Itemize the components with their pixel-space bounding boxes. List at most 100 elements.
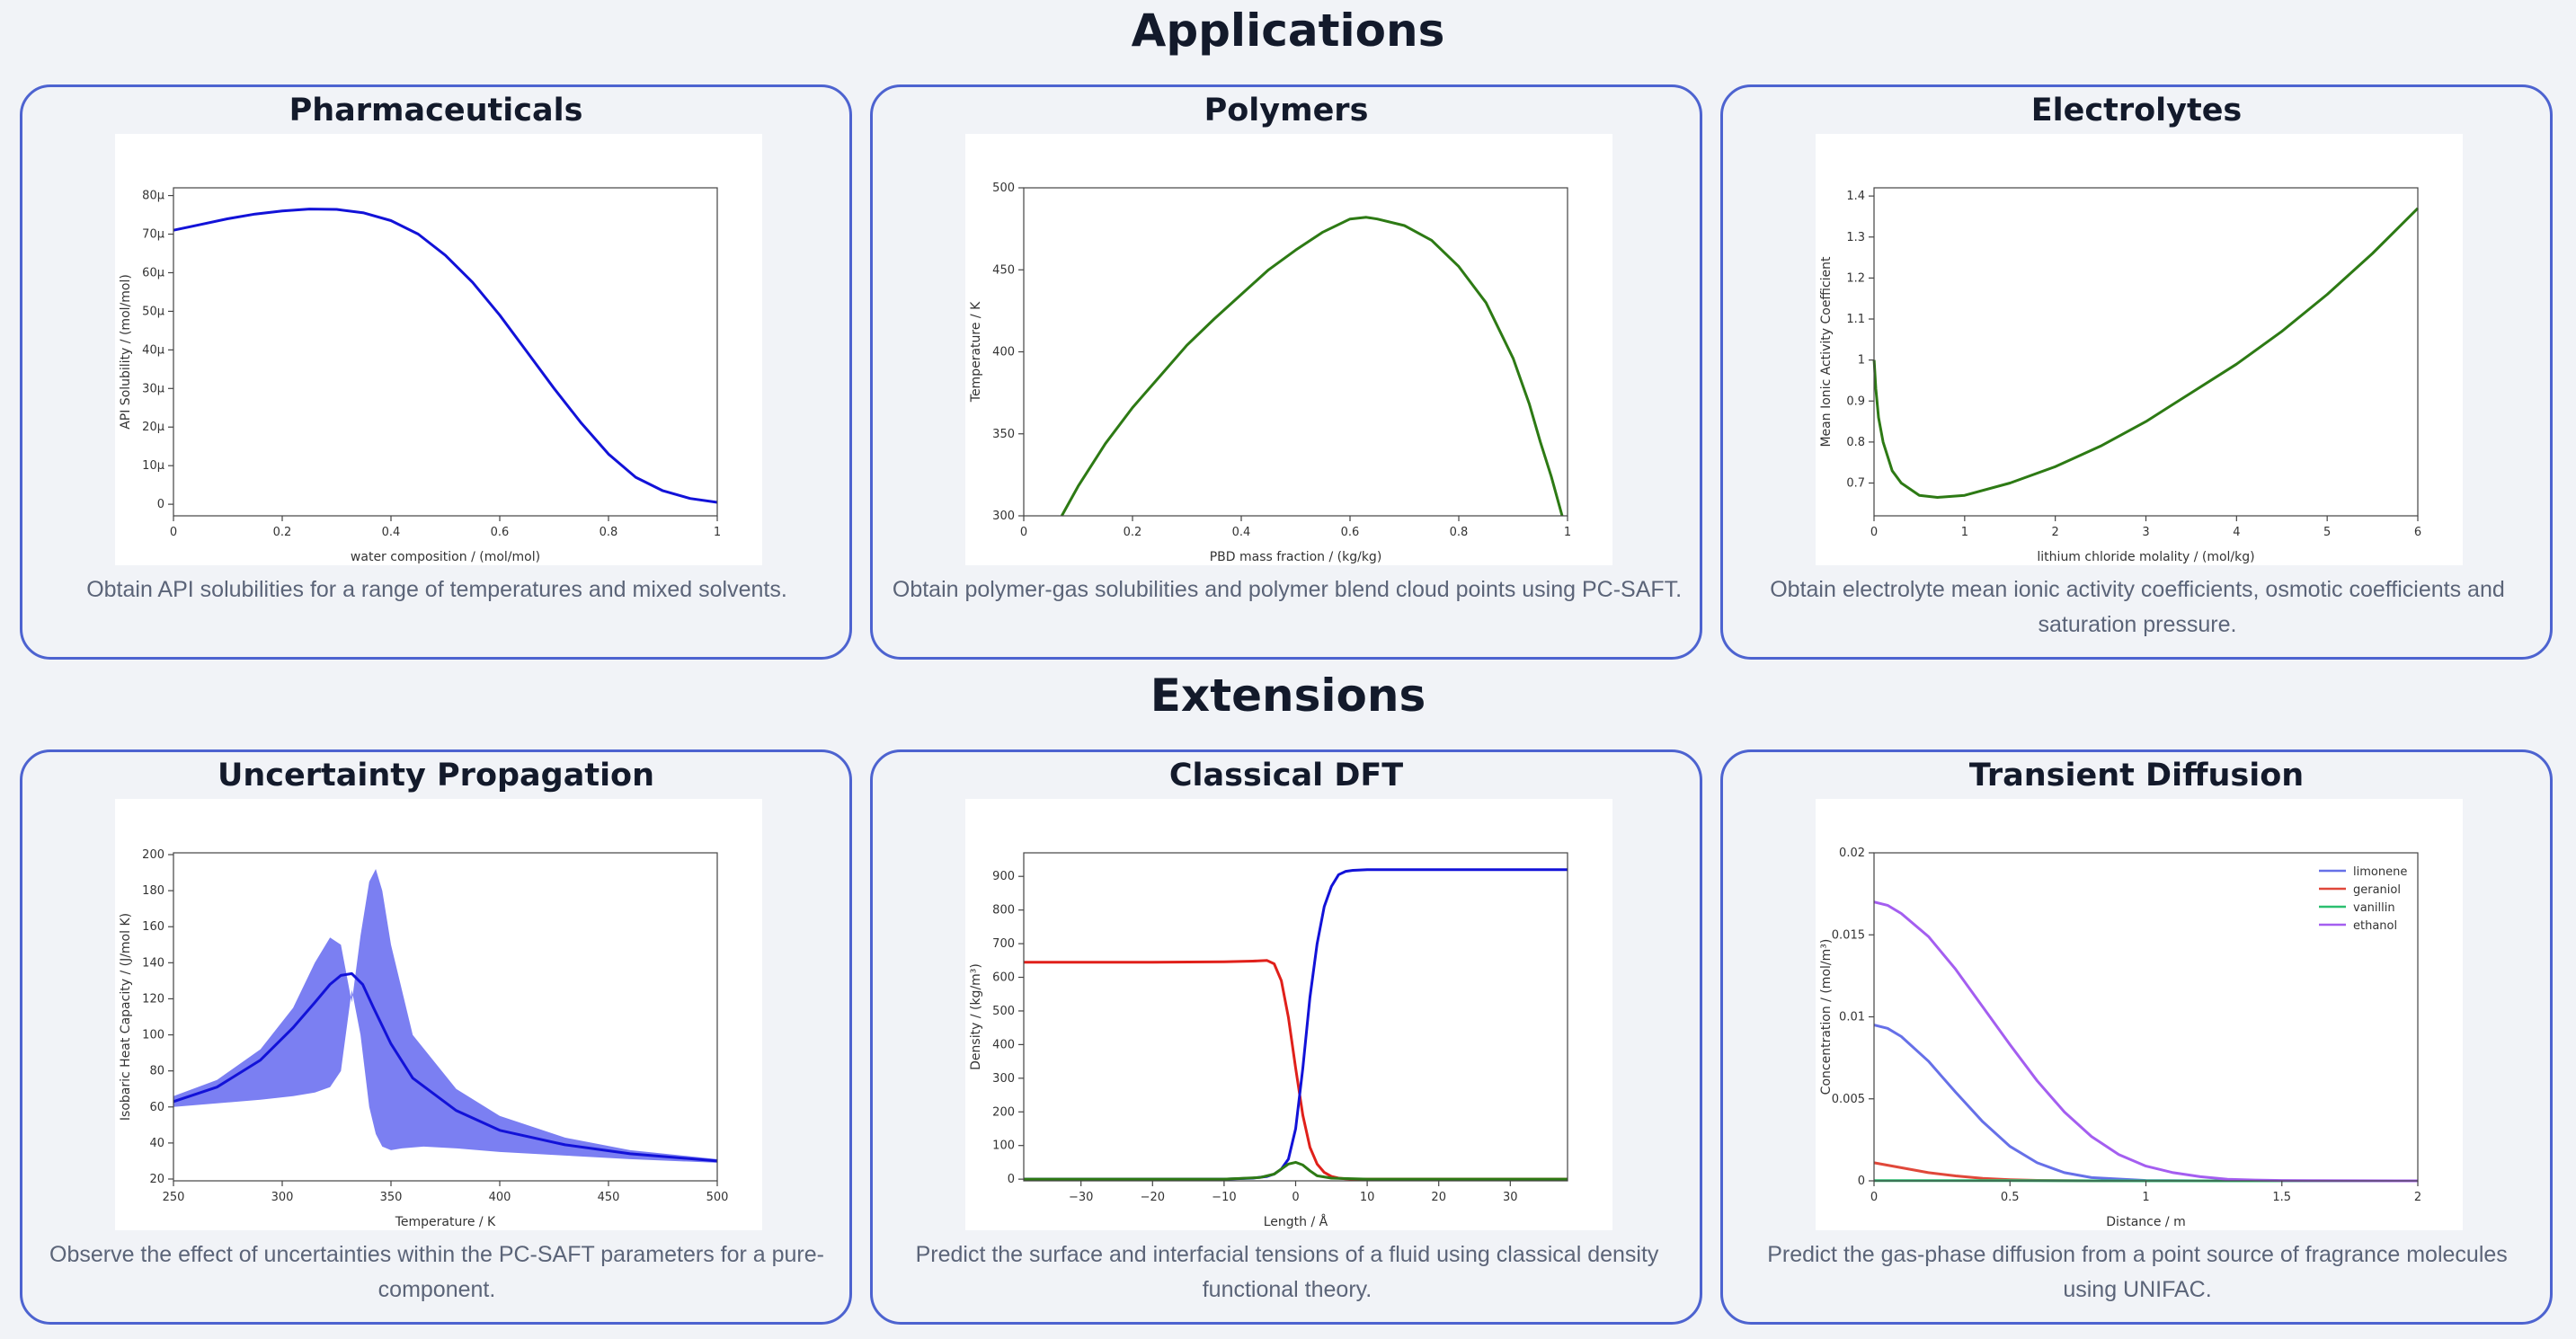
- y-tick-label: 120: [142, 992, 164, 1006]
- legend-entry: geraniol: [2353, 883, 2401, 897]
- y-tick-label: 1: [1858, 354, 1865, 368]
- card-description: Predict the surface and interfacial tens…: [915, 1242, 1659, 1302]
- card-title: Electrolytes: [2030, 93, 2243, 129]
- x-axis-label: lithium chloride molality / (mol/kg): [2037, 550, 2254, 564]
- card-transient-diffusion[interactable]: Transient Diffusion 0 0.5 1 1.5 2 0 0.005 0.01 0…: [1720, 749, 2553, 1325]
- y-tick-label: 500: [992, 182, 1015, 195]
- plot-pharmaceuticals: 0 0.2 0.4 0.6 0.8 1 0 10µ 20µ 30µ 40µ 50µ 60µ 70µ 80µ w…: [115, 134, 762, 565]
- y-tick-label: 0.015: [1832, 928, 1865, 942]
- card-title: Polymers: [1204, 93, 1369, 129]
- x-axis-label: Temperature / K: [395, 1215, 496, 1229]
- y-tick-label: 100: [142, 1029, 164, 1042]
- y-axis-label: API Solubility / (mol/mol): [119, 274, 133, 430]
- x-tick-label: 0: [170, 526, 177, 539]
- x-tick-label: 0: [1292, 1191, 1299, 1204]
- x-tick-label: 1: [2142, 1191, 2149, 1204]
- x-tick-label: −10: [1212, 1191, 1236, 1204]
- y-tick-label: 600: [992, 971, 1015, 985]
- x-tick-label: 2: [2414, 1191, 2421, 1204]
- card-polymers[interactable]: Polymers 0 0.2 0.4 0.6 0.8 1 300 350 400 450 500 PB…: [870, 84, 1702, 660]
- plot-electrolytes: 0 1 2 3 4 5 6 0.7 0.8 0.9 1 1.1 1.2 1.3 1.4 lithium chl…: [1816, 134, 2463, 565]
- x-axis-label: Length / Å: [1264, 1214, 1328, 1229]
- x-tick-label: 1.5: [2272, 1191, 2291, 1204]
- y-tick-label: 50µ: [142, 305, 164, 318]
- x-axis-label: water composition / (mol/mol): [351, 550, 540, 564]
- chart-electrolytes: 0 1 2 3 4 5 6 0.7 0.8 0.9 1 1.1 1.2 1.3 1.4 lithium chl…: [1819, 187, 2421, 564]
- y-axis-label: Isobaric Heat Capacity / (J/mol K): [119, 913, 133, 1121]
- y-tick-label: 0: [157, 498, 164, 511]
- card-electrolytes[interactable]: Electrolytes 0 1 2 3 4 5 6 0.7 0.8 0.9 1 1.1 1.2 1.3 1…: [1720, 84, 2553, 660]
- x-tick-label: −20: [1141, 1191, 1165, 1204]
- plot-frame: [1023, 187, 1568, 517]
- y-tick-label: 20µ: [142, 421, 164, 434]
- x-tick-label: 3: [2142, 526, 2149, 539]
- card-description: Observe the effect of uncertainties with…: [49, 1242, 824, 1302]
- x-tick-label: 6: [2414, 526, 2421, 539]
- x-tick-label: 0.6: [1341, 526, 1360, 539]
- y-tick-label: 1.3: [1846, 231, 1865, 244]
- x-tick-label: 0: [1020, 526, 1027, 539]
- series-line-limonene: [1873, 1024, 2418, 1183]
- y-tick-label: 350: [992, 428, 1015, 441]
- x-tick-label: 0: [1870, 526, 1878, 539]
- x-tick-label: 1: [714, 526, 721, 539]
- x-tick-label: 20: [1431, 1191, 1446, 1204]
- y-tick-label: 500: [992, 1005, 1015, 1018]
- x-tick-label: 0.6: [491, 526, 510, 539]
- x-tick-label: 0.4: [1232, 526, 1251, 539]
- series-line-0: [1872, 207, 2420, 499]
- legend-entry: ethanol: [2353, 919, 2397, 933]
- card-description: Obtain electrolyte mean ionic activity c…: [1770, 577, 2505, 637]
- plot-dft: −30 −20 −10 0 10 20 30 0 100 200 300 400 500 600 700 80…: [965, 799, 1612, 1230]
- card-title: Pharmaceuticals: [289, 93, 583, 129]
- x-tick-label: 1: [1564, 526, 1571, 539]
- y-tick-label: 20: [149, 1173, 164, 1186]
- y-tick-label: 140: [142, 956, 164, 970]
- card-pharmaceuticals[interactable]: Pharmaceuticals 0 0.2 0.4 0.6 0.8 1 0 10µ 20µ 30µ…: [20, 84, 852, 660]
- y-tick-label: 60: [149, 1101, 164, 1114]
- card-title: Uncertainty Propagation: [217, 758, 655, 794]
- applications-heading: Applications: [1131, 4, 1445, 57]
- x-tick-label: 500: [706, 1191, 729, 1204]
- plot-polymers: 0 0.2 0.4 0.6 0.8 1 300 350 400 450 500 PBD mass fr…: [965, 134, 1612, 565]
- y-axis-label: Mean Ionic Activity Coefficient: [1819, 256, 1834, 448]
- y-tick-label: 1.2: [1846, 271, 1865, 285]
- series-line-ethanol: [1873, 900, 2419, 1183]
- y-tick-label: 30µ: [142, 382, 164, 395]
- y-tick-label: 200: [992, 1105, 1015, 1119]
- card-classical-dft[interactable]: Classical DFT −30 −20 −10 0 10 20 30 0 100 200 300…: [870, 749, 1702, 1325]
- card-description: Obtain polymer-gas solubilities and poly…: [892, 577, 1683, 602]
- y-tick-label: 80: [149, 1065, 164, 1078]
- x-tick-label: 1: [1961, 526, 1968, 539]
- y-tick-label: 0.02: [1839, 847, 1865, 860]
- y-axis-label: Temperature / K: [969, 301, 983, 403]
- y-tick-label: 180: [142, 884, 164, 898]
- plot-frame: [1873, 852, 2419, 1182]
- chart-diffusion: 0 0.5 1 1.5 2 0 0.005 0.01 0.015 0.02 Distance / m…: [1819, 847, 2421, 1229]
- y-tick-label: 0: [1008, 1173, 1015, 1186]
- y-tick-label: 160: [142, 920, 164, 934]
- extensions-heading: Extensions: [1150, 670, 1426, 722]
- x-tick-label: 250: [163, 1191, 185, 1204]
- x-tick-label: 10: [1360, 1191, 1375, 1204]
- x-tick-label: 0: [1870, 1191, 1878, 1204]
- plot-diffusion: 0 0.5 1 1.5 2 0 0.005 0.01 0.015 0.02 Distance / m…: [1816, 799, 2463, 1230]
- y-tick-label: 300: [992, 510, 1015, 523]
- x-tick-label: 30: [1503, 1191, 1518, 1204]
- y-tick-label: 400: [992, 1038, 1015, 1051]
- x-axis-label: Distance / m: [2106, 1215, 2185, 1229]
- y-tick-label: 10µ: [142, 459, 164, 473]
- y-tick-label: 0.8: [1846, 436, 1865, 449]
- chart-polymers: 0 0.2 0.4 0.6 0.8 1 300 350 400 450 500 PBD mass fr…: [969, 182, 1571, 564]
- card-uncertainty-propagation[interactable]: Uncertainty Propagation 250 300 350 400 450 5…: [20, 749, 852, 1325]
- uncertainty-band: [173, 869, 717, 1163]
- y-tick-label: 60µ: [142, 266, 164, 279]
- x-tick-label: 0.8: [600, 526, 618, 539]
- legend-entry: limonene: [2353, 865, 2407, 879]
- y-tick-label: 800: [992, 904, 1015, 918]
- y-tick-label: 900: [992, 870, 1015, 883]
- y-tick-label: 450: [992, 263, 1015, 277]
- plot-frame: [1873, 187, 2419, 517]
- y-tick-label: 1.4: [1846, 190, 1865, 203]
- x-tick-label: 0.2: [1124, 526, 1142, 539]
